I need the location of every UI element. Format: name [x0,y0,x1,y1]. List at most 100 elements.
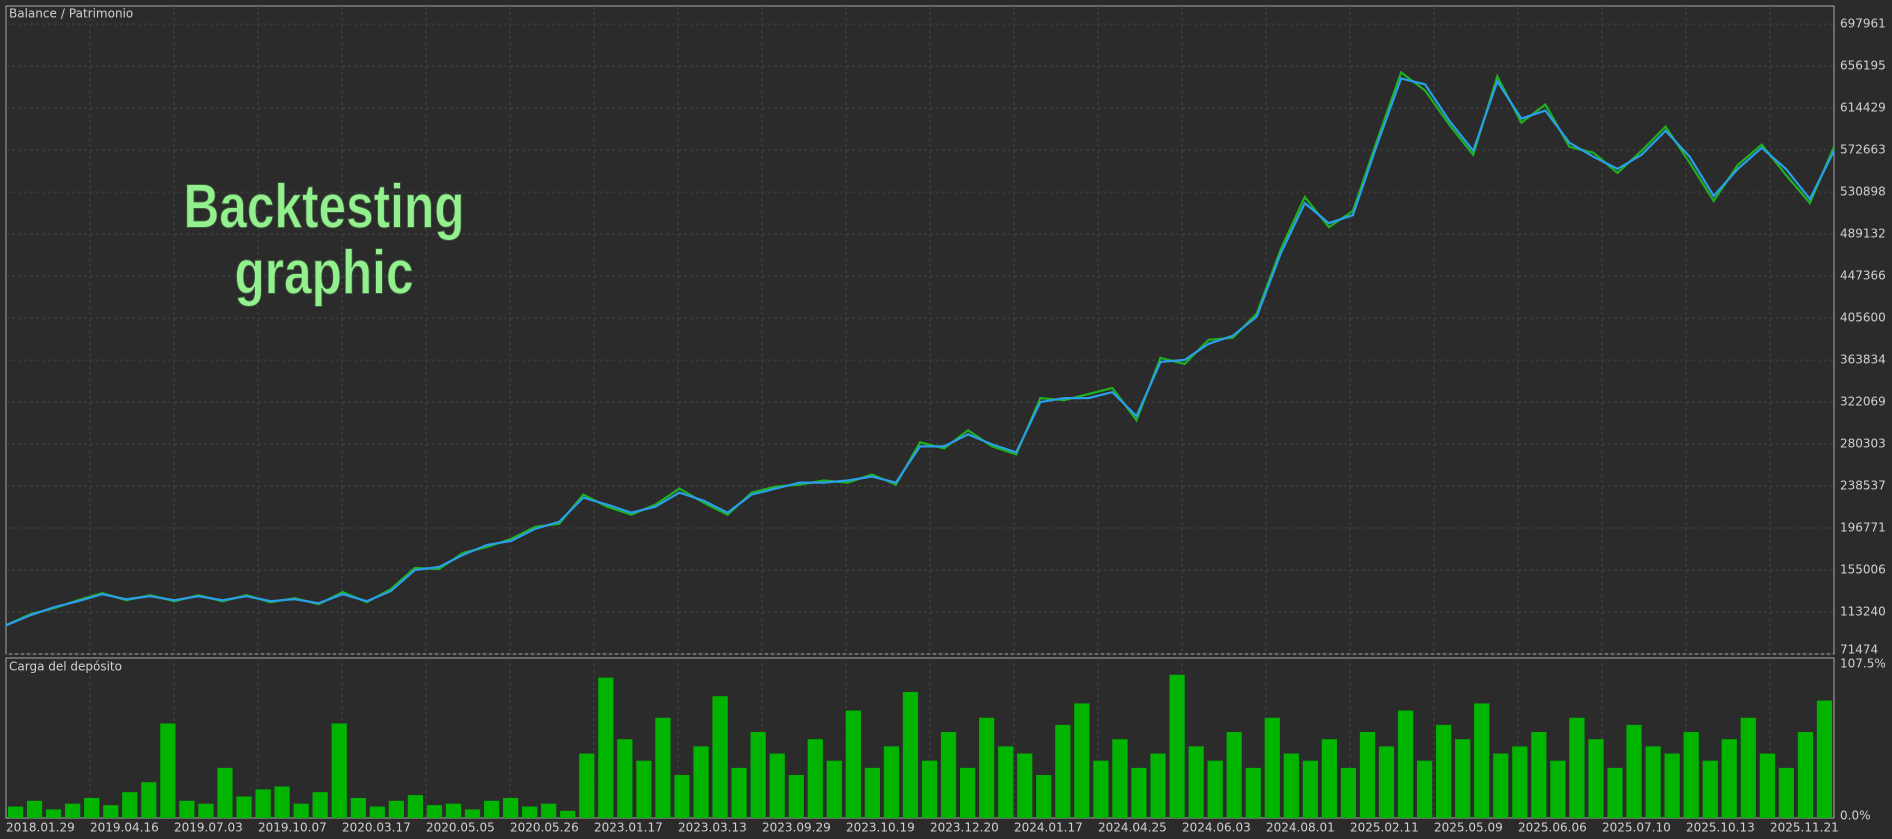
load-bar [1017,753,1033,818]
x-tick-label: 2025.05.09 [1434,821,1503,835]
x-tick-label: 2024.08.01 [1266,821,1335,835]
x-tick-label: 2020.03.17 [342,821,411,835]
load-bar [940,732,957,818]
main-plot-frame [5,5,1835,655]
load-bar [1112,739,1128,818]
x-tick-label: 2024.01.17 [1014,821,1083,835]
panel-title: Carga del depósito [9,660,122,674]
load-bar [502,797,519,818]
load-bar [807,739,823,818]
load-bar [788,775,804,818]
load-bar [84,797,100,818]
y-tick-label: 113240 [1840,605,1886,619]
load-bar [883,746,900,818]
load-bar [1683,732,1699,818]
load-bar [274,786,290,818]
load-bar [293,803,309,818]
x-tick-label: 2020.05.26 [510,821,579,835]
legend-entry: Patrimonio [69,7,133,21]
y-tick-label: 530898 [1840,185,1886,199]
load-bar [407,795,424,818]
load-bar [1188,746,1204,818]
load-bar [1302,760,1318,818]
load-bar [1264,717,1280,818]
load-plot-frame [5,657,1835,819]
x-tick-label: 2023.03.13 [678,821,747,835]
load-bar [350,797,366,818]
load-bar [1340,767,1357,818]
x-tick-label: 2019.04.16 [90,821,159,835]
y-tick-label: 489132 [1840,227,1886,241]
load-bar [1474,703,1490,818]
load-bar [522,806,538,818]
x-tick-label: 2023.12.20 [930,821,999,835]
load-bar [1740,717,1756,818]
load-bar [921,760,938,818]
load-bar [902,691,919,818]
load-bar [1359,732,1376,818]
load-bar [1455,739,1471,818]
load-bar [426,805,443,818]
x-tick-label: 2019.10.07 [258,821,327,835]
legend-separator: / [61,7,66,21]
legend-entry: Balance [9,7,57,21]
load-bar [674,775,690,818]
load-bar [103,805,119,818]
load-bar [1283,753,1299,818]
load-bar [998,746,1014,818]
y-tick-label: 363834 [1840,353,1886,367]
load-bar [179,800,195,818]
load-bar [655,717,671,818]
x-tick-label: 2025.10.13 [1686,821,1755,835]
load-bar [1626,724,1642,818]
load-bar [1207,760,1223,818]
load-bar [560,810,576,818]
load-bar [1245,767,1261,818]
load-bar [1702,760,1718,818]
load-bar [122,792,138,818]
y-tick-label: 107.5% [1840,657,1886,671]
x-tick-label: 2023.01.17 [594,821,663,835]
y-tick-label: 196771 [1840,521,1886,535]
load-bar [141,782,157,818]
load-bar [1169,674,1185,818]
load-bar [1131,767,1147,818]
load-bar [731,767,747,818]
load-bar [160,723,176,818]
load-bar [1226,732,1242,818]
load-bar [1721,739,1737,818]
load-bar [1436,724,1452,818]
load-bar [1493,753,1509,818]
y-tick-label: 280303 [1840,437,1886,451]
load-bar [1607,767,1623,818]
load-bar [864,767,881,818]
load-bar [1150,753,1166,818]
load-bar [1416,760,1433,818]
load-bar [236,796,252,818]
x-tick-label: 2020.05.05 [426,821,495,835]
y-tick-label: 447366 [1840,269,1886,283]
x-tick-label: 2023.09.29 [762,821,831,835]
load-bar [217,767,233,818]
load-bar [7,806,24,818]
load-bar [1378,746,1395,818]
load-bar [483,800,500,818]
x-tick-label: 2025.11.21 [1770,821,1839,835]
load-bar [464,809,481,818]
x-tick-label: 2019.07.03 [174,821,243,835]
load-bar [1074,703,1090,818]
series-line [5,77,1835,627]
load-bar [750,732,766,818]
load-bar [826,760,842,818]
load-bar [636,760,652,818]
load-bar [1664,753,1680,818]
x-tick-label: 2025.06.06 [1518,821,1587,835]
load-bar [1550,760,1566,818]
load-bar [198,803,214,818]
y-tick-label: 71474 [1840,643,1878,657]
load-bar [617,739,633,818]
load-bar [541,803,557,818]
load-bar [255,789,271,818]
load-bar [579,753,595,818]
